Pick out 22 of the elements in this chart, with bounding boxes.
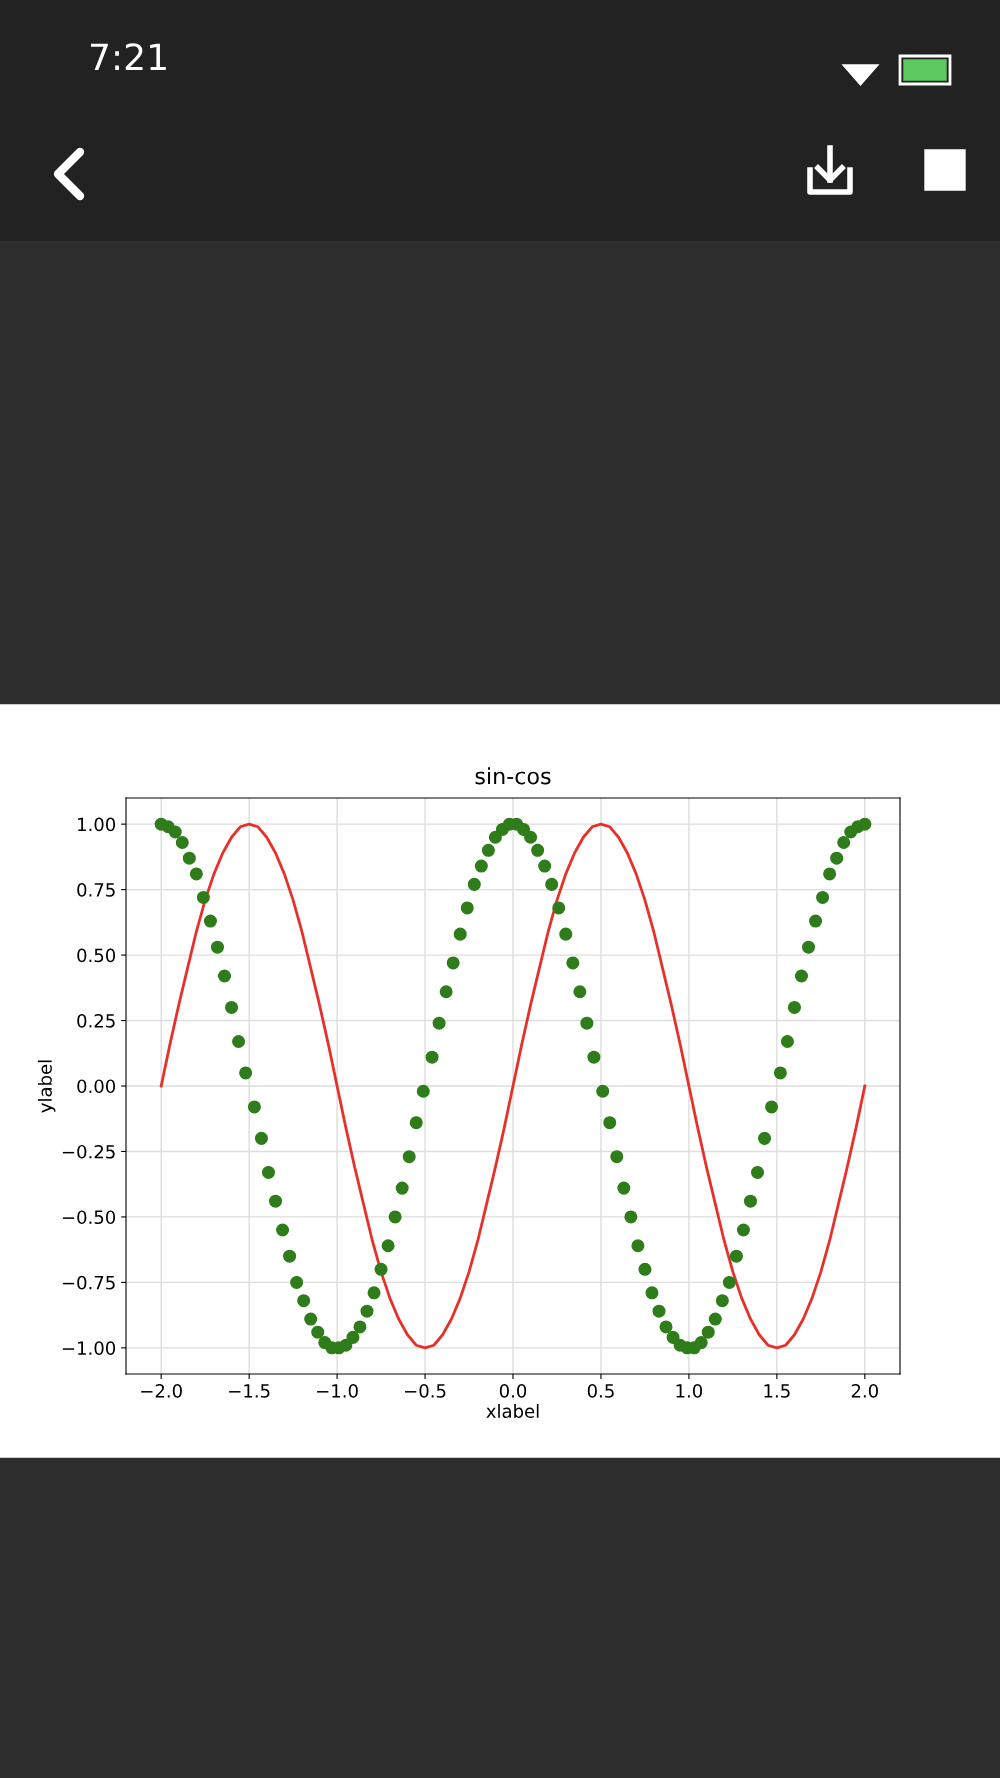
x-tick-label: −1.0 bbox=[317, 1384, 358, 1398]
y-tick-label: −0.50 bbox=[62, 1210, 116, 1225]
x-tick-label: 0.5 bbox=[587, 1384, 614, 1398]
x-tick-label: −0.5 bbox=[405, 1384, 446, 1398]
x-tick-label: −2.0 bbox=[141, 1384, 182, 1398]
x-axis-title: xlabel bbox=[486, 1404, 539, 1418]
y-tick-label: −0.25 bbox=[62, 1144, 115, 1159]
x-tick-label: 1.0 bbox=[676, 1384, 703, 1398]
chart-title: sin-cos bbox=[475, 767, 551, 785]
y-tick-label: 1.00 bbox=[78, 817, 116, 832]
x-tick-label: −1.5 bbox=[229, 1384, 270, 1398]
y-tick-label: −0.75 bbox=[62, 1275, 115, 1290]
text: 7:21 bbox=[90, 43, 166, 70]
y-tick-label: 0.25 bbox=[77, 1014, 115, 1028]
y-tick-label: 0.00 bbox=[77, 1079, 116, 1094]
y-tick-label: −1.00 bbox=[62, 1341, 116, 1355]
y-tick-label: 0.50 bbox=[77, 948, 116, 963]
x-tick-label: 0.0 bbox=[499, 1384, 527, 1398]
x-tick-label: 2.0 bbox=[851, 1384, 878, 1398]
y-tick-label: 0.75 bbox=[77, 883, 115, 897]
y-axis-title: ylabel bbox=[37, 1060, 56, 1113]
x-tick-label: 1.5 bbox=[764, 1384, 790, 1398]
